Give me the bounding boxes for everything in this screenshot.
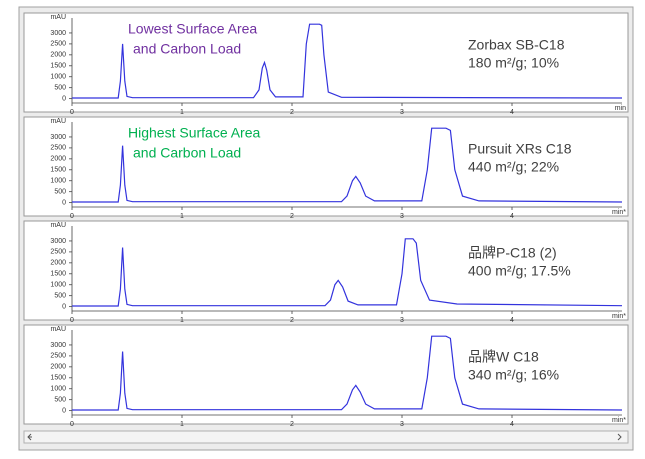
x-tick-label: 4 — [510, 109, 514, 116]
y-tick-label: 1000 — [50, 386, 66, 393]
y-tick-label: 0 — [62, 199, 66, 206]
y-tick-label: 3000 — [50, 30, 66, 37]
x-tick-label: 2 — [290, 109, 294, 116]
column-label: 440 m²/g; 22% — [468, 159, 559, 175]
chromatogram-line — [72, 23, 623, 99]
y-tick-label: 2000 — [50, 156, 66, 163]
x-tick-label: 2 — [290, 213, 294, 220]
y-tick-label: 2000 — [50, 260, 66, 267]
y-tick-label: 3000 — [50, 342, 66, 349]
panel — [23, 324, 629, 425]
y-tick-label: 500 — [54, 397, 66, 404]
column-label: Zorbax SB-C18 — [468, 37, 565, 53]
y-tick-label: 500 — [54, 85, 66, 92]
y-tick-label: 1000 — [50, 282, 66, 289]
x-tick-label: 1 — [180, 109, 184, 116]
y-tick-label: 0 — [62, 407, 66, 414]
y-tick-label: 1500 — [50, 167, 66, 174]
scroll-right[interactable] — [617, 433, 622, 441]
scrollbar[interactable] — [23, 430, 629, 444]
y-tick-label: 1500 — [50, 63, 66, 70]
y-tick-label: 2000 — [50, 52, 66, 59]
y-tick-label: 2500 — [50, 41, 66, 48]
y-tick-label: 3000 — [50, 238, 66, 245]
y-axis-label: mAU — [50, 326, 66, 333]
x-tick-label: 1 — [180, 213, 184, 220]
x-axis-label: min* — [612, 313, 626, 320]
x-tick-label: 2 — [290, 421, 294, 428]
x-tick-label: 1 — [180, 421, 184, 428]
y-tick-label: 500 — [54, 189, 66, 196]
x-tick-label: 3 — [400, 109, 404, 116]
x-axis-label: min* — [612, 417, 626, 424]
scroll-left[interactable] — [27, 433, 32, 441]
y-tick-label: 1500 — [50, 375, 66, 382]
column-label: 340 m²/g; 16% — [468, 367, 559, 383]
y-tick-label: 500 — [54, 293, 66, 300]
column-label: Pursuit XRs C18 — [468, 141, 572, 157]
y-tick-label: 0 — [62, 95, 66, 102]
annotation: Lowest Surface Area — [128, 21, 257, 37]
x-tick-label: 3 — [400, 213, 404, 220]
x-tick-label: 4 — [510, 213, 514, 220]
y-tick-label: 2000 — [50, 364, 66, 371]
x-tick-label: 2 — [290, 317, 294, 324]
y-tick-label: 3000 — [50, 134, 66, 141]
annotation: and Carbon Load — [133, 145, 241, 161]
chromatogram-line — [72, 335, 623, 411]
x-tick-label: 0 — [70, 109, 74, 116]
y-axis-label: mAU — [50, 118, 66, 125]
x-tick-label: 0 — [70, 421, 74, 428]
x-tick-label: 4 — [510, 317, 514, 324]
y-tick-label: 1000 — [50, 178, 66, 185]
chromatogram-line — [72, 238, 623, 307]
column-label: 品牌P-C18 (2) — [468, 245, 557, 261]
column-label: 180 m²/g; 10% — [468, 55, 559, 71]
y-axis-label: mAU — [50, 222, 66, 229]
y-tick-label: 2500 — [50, 249, 66, 256]
y-axis-label: mAU — [50, 14, 66, 21]
scrollbar-track[interactable] — [23, 430, 629, 444]
y-tick-label: 1000 — [50, 74, 66, 81]
annotation: Highest Surface Area — [128, 125, 261, 141]
y-tick-label: 2500 — [50, 145, 66, 152]
x-tick-label: 0 — [70, 213, 74, 220]
x-tick-label: 4 — [510, 421, 514, 428]
column-label: 400 m²/g; 17.5% — [468, 263, 571, 279]
x-tick-label: 1 — [180, 317, 184, 324]
x-axis-label: min* — [612, 209, 626, 216]
y-tick-label: 2500 — [50, 353, 66, 360]
panel — [23, 220, 629, 321]
y-tick-label: 0 — [62, 303, 66, 310]
column-label: 品牌W C18 — [468, 349, 539, 365]
x-axis-label: min — [615, 105, 626, 112]
x-tick-label: 3 — [400, 421, 404, 428]
panel — [23, 12, 629, 113]
panel — [23, 116, 629, 217]
y-tick-label: 1500 — [50, 271, 66, 278]
chromatogram-line — [72, 127, 623, 203]
annotation: and Carbon Load — [133, 41, 241, 57]
x-tick-label: 0 — [70, 317, 74, 324]
x-tick-label: 3 — [400, 317, 404, 324]
